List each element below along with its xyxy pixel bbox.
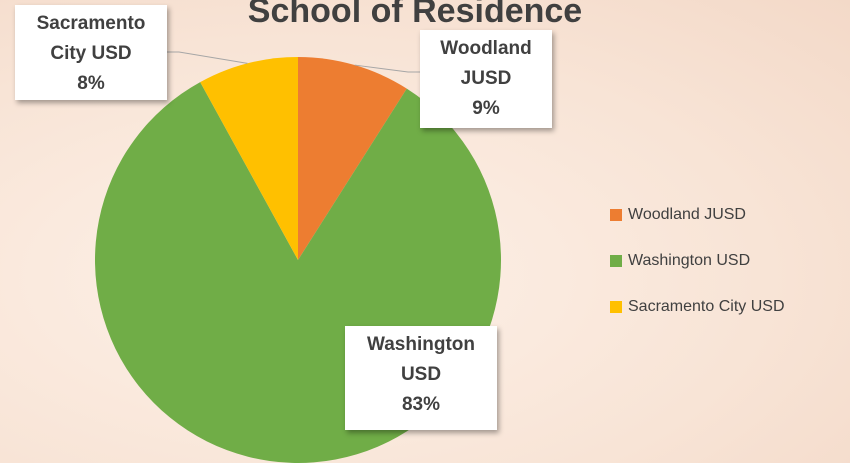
pie-slice xyxy=(298,57,407,260)
data-label: Woodland JUSD 9% xyxy=(420,30,552,128)
data-label-category: Washington USD xyxy=(367,334,475,385)
legend-label: Washington USD xyxy=(628,252,750,269)
legend-swatch xyxy=(610,209,622,221)
data-label-category: Sacramento City USD xyxy=(36,13,146,64)
leader-line xyxy=(354,64,420,73)
data-label-value: 9% xyxy=(472,98,500,119)
data-label-value: 8% xyxy=(77,73,105,94)
data-label-value: 83% xyxy=(401,394,441,415)
chart-title: School of Residence xyxy=(248,0,582,30)
data-label: Washington USD 83% xyxy=(345,326,497,430)
legend-swatch xyxy=(610,255,622,267)
data-label-category: Woodland JUSD xyxy=(440,38,532,89)
legend-label: Sacramento City USD xyxy=(628,298,785,315)
legend-label: Woodland JUSD xyxy=(628,206,746,223)
leader-line xyxy=(167,51,248,64)
pie-slice xyxy=(200,57,298,260)
data-label: Sacramento City USD 8% xyxy=(15,5,167,100)
legend-swatch xyxy=(610,301,622,313)
